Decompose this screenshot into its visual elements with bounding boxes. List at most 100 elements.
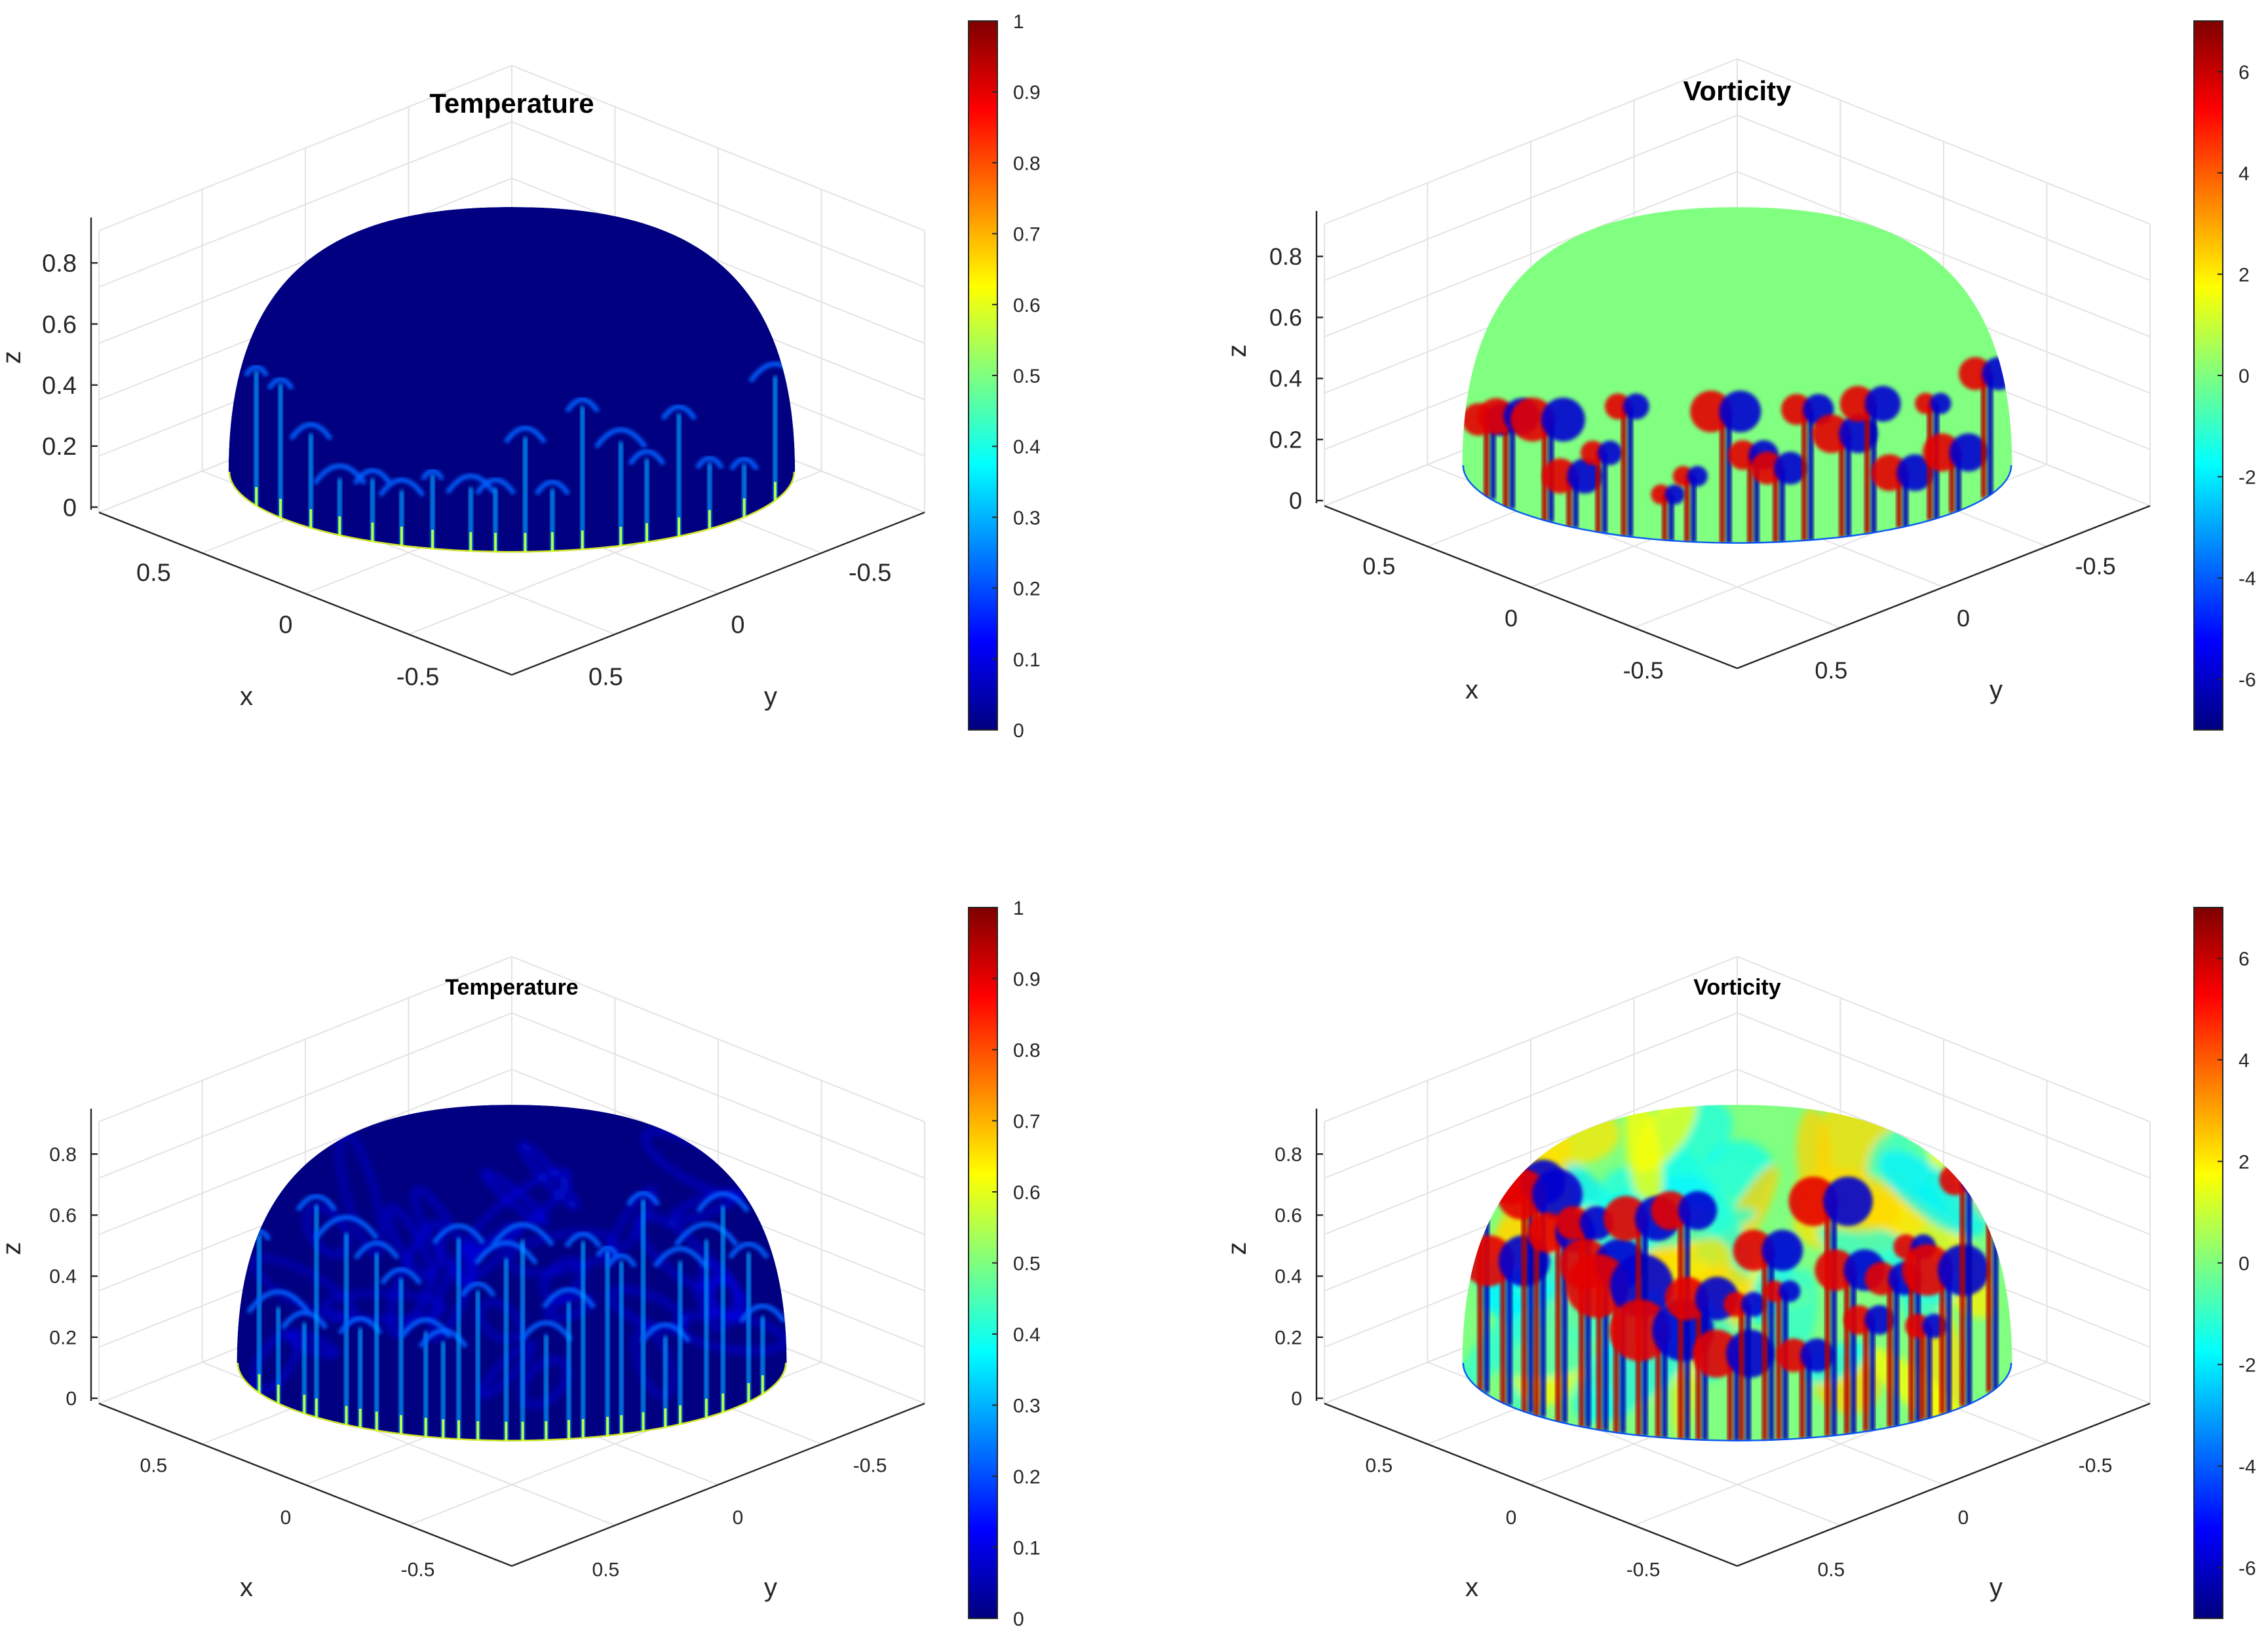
colorbar-tick-label: 0: [2239, 1253, 2250, 1275]
plume: [640, 1322, 691, 1428]
plume: [695, 455, 724, 530]
plume: [727, 1241, 769, 1403]
colorbar-tick-label: -6: [2239, 1558, 2256, 1580]
x-tick-label: -0.5: [1623, 657, 1664, 683]
z-tick-label: 0: [1291, 1388, 1302, 1410]
z-tick-label: 0: [63, 494, 77, 522]
plume: [1690, 391, 1761, 544]
surface: [1462, 207, 2012, 544]
z-axis-label: z: [1223, 1242, 1252, 1255]
x-tick-label: -0.5: [401, 1559, 435, 1580]
surface: [1462, 1105, 2012, 1442]
y-tick-label: 0: [733, 1507, 744, 1529]
plume: [432, 1223, 486, 1440]
plume: [729, 457, 759, 518]
colorbar: 0 0.1 0.2 0.3 0.4 0.5 0.6 0.7 0.8 0.9 1: [968, 898, 1041, 1630]
x-tick-label: 0.5: [1362, 553, 1395, 580]
surface-base: [228, 207, 796, 553]
chart-title: Temperature: [429, 88, 594, 119]
plume: [1542, 458, 1603, 528]
z-tick-label: 0: [66, 1388, 77, 1410]
plume: [653, 1246, 708, 1425]
colorbar: 0 0.1 0.2 0.3 0.4 0.5 0.6 0.7 0.8 0.9 1: [968, 11, 1041, 742]
y-tick-label: -0.5: [853, 1455, 887, 1477]
y-axis: [1737, 505, 2151, 670]
colorbar-tick-label: 1: [1013, 11, 1024, 33]
plume: [474, 477, 516, 553]
x-axis: [98, 1402, 512, 1567]
plume: [626, 1191, 661, 1432]
x-axis: [1324, 1402, 1738, 1567]
colorbar-tick-label: -2: [2239, 467, 2256, 489]
x-axis: [98, 511, 512, 676]
colorbar-tick-label: 0.2: [1013, 1466, 1041, 1488]
plume: [244, 364, 269, 507]
plume: [594, 427, 647, 546]
y-axis-label: y: [764, 682, 777, 711]
plume: [1565, 1253, 1674, 1434]
plume: [1604, 393, 1649, 537]
y-axis: [511, 1402, 925, 1567]
x-tick-label: 0: [280, 1507, 292, 1529]
plume: [1788, 1176, 1873, 1437]
plume: [596, 1245, 619, 1437]
colorbar: -6 -4 -2 0 2 4 6: [2193, 20, 2256, 731]
y-tick-label: 0.5: [588, 663, 623, 691]
z-tick-label: 0.4: [1269, 365, 1302, 392]
plume: [1750, 451, 1807, 543]
plume: [314, 1215, 379, 1426]
x-tick-label: 0.5: [136, 560, 171, 587]
colorbar-tick-label: -4: [2239, 568, 2256, 590]
z-axis-label: z: [1223, 345, 1252, 358]
x-axis-label: x: [1465, 676, 1478, 704]
plume: [1723, 1291, 1767, 1442]
colorbar-tick-label: 0.4: [1013, 1324, 1041, 1346]
surface-base: [237, 1105, 787, 1442]
plume: [280, 1310, 328, 1415]
colorbar-tick-label: 1: [1013, 898, 1024, 919]
colorbar-tick-label: 6: [2239, 62, 2250, 83]
z-tick-label: 0.2: [49, 1327, 77, 1348]
colorbar-tick-label: 0: [2239, 366, 2250, 387]
plume: [565, 397, 600, 550]
colorbar: -6 -4 -2 0 2 4 6: [2193, 907, 2256, 1619]
z-axis-label: z: [0, 1242, 26, 1255]
colorbar-tick-label: 0.7: [1013, 1111, 1041, 1133]
colorbar-tick-label: 0.9: [1013, 969, 1041, 991]
plume: [1556, 1206, 1614, 1428]
plume: [1651, 484, 1685, 541]
colorbar-tick-label: 0.5: [1013, 1253, 1041, 1275]
subplot-2: Vorticity 0 0.2 0.4 0.6 0.8 0.5 0 -0.5 0.5 0 -0.5 x y…: [1223, 20, 2256, 731]
colorbar-tick-label: 6: [2239, 949, 2250, 970]
plume: [739, 1303, 786, 1395]
colorbar-tick-label: -6: [2239, 670, 2256, 691]
plume: [1781, 394, 1834, 541]
surface: [237, 1105, 787, 1442]
plume: [1871, 454, 1934, 528]
y-tick-label: -0.5: [2079, 1455, 2113, 1477]
x-axis-label: x: [1465, 1573, 1478, 1602]
plume: [534, 480, 571, 552]
colorbar-tick-label: 0.6: [1013, 1182, 1041, 1204]
y-tick-label: 0.5: [1818, 1559, 1845, 1580]
z-tick-label: 0.4: [49, 1266, 77, 1288]
plume: [503, 425, 547, 553]
plume: [418, 1328, 468, 1440]
y-axis-label: y: [1989, 676, 2003, 704]
plume: [445, 474, 496, 552]
y-axis: [511, 511, 925, 676]
plume: [564, 1231, 602, 1439]
z-tick-label: 0.8: [1275, 1144, 1302, 1166]
plume: [1651, 1191, 1718, 1440]
x-axis-label: x: [240, 682, 253, 711]
colorbar-tick-label: 0.7: [1013, 224, 1041, 246]
x-tick-label: 0.5: [1366, 1455, 1393, 1477]
chart-title: Vorticity: [1693, 975, 1781, 1000]
plume: [460, 1281, 496, 1441]
subplot-1: Temperature 0 0.2 0.4 0.6 0.8 0.5 0 -0.5 0.5 0 -0.5…: [0, 11, 1041, 742]
plume: [1923, 433, 1988, 514]
z-tick-label: 0.2: [1275, 1327, 1302, 1348]
colorbar-tick-label: -2: [2239, 1355, 2256, 1377]
colorbar-tick-label: 2: [2239, 1152, 2250, 1174]
plume: [246, 1289, 311, 1405]
